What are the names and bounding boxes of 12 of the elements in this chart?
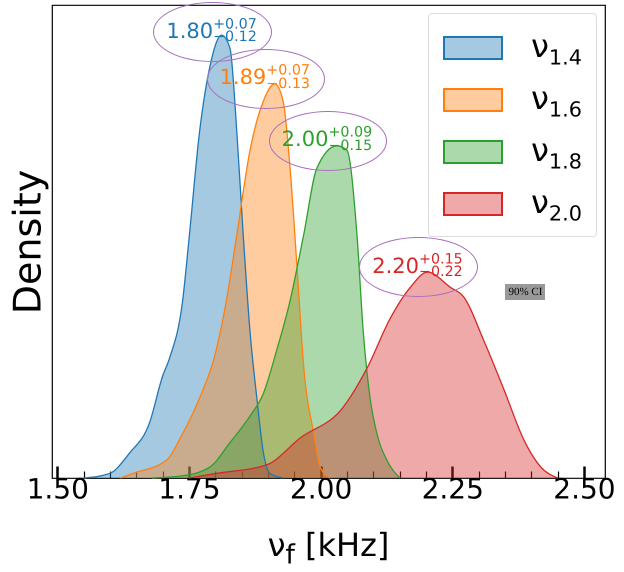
- x-axis-title: ν$_{f}$ [kHz]: [268, 526, 390, 570]
- legend-label: ν$_{2.0}$: [531, 182, 582, 226]
- legend-label: ν$_{1.6}$: [531, 78, 582, 122]
- y-axis-title: Density: [6, 170, 50, 314]
- annotation: 90% CI: [505, 284, 546, 300]
- legend-label: ν$_{1.8}$: [531, 130, 582, 174]
- legend-label: ν$_{1.4}$: [531, 26, 582, 70]
- x-tick-label: 2.00: [290, 472, 352, 506]
- x-tick-label: 2.25: [422, 472, 484, 506]
- x-tick-label: 1.50: [26, 472, 89, 506]
- x-tick-label: 1.75: [158, 472, 221, 506]
- x-tick-label: 2.50: [553, 472, 616, 506]
